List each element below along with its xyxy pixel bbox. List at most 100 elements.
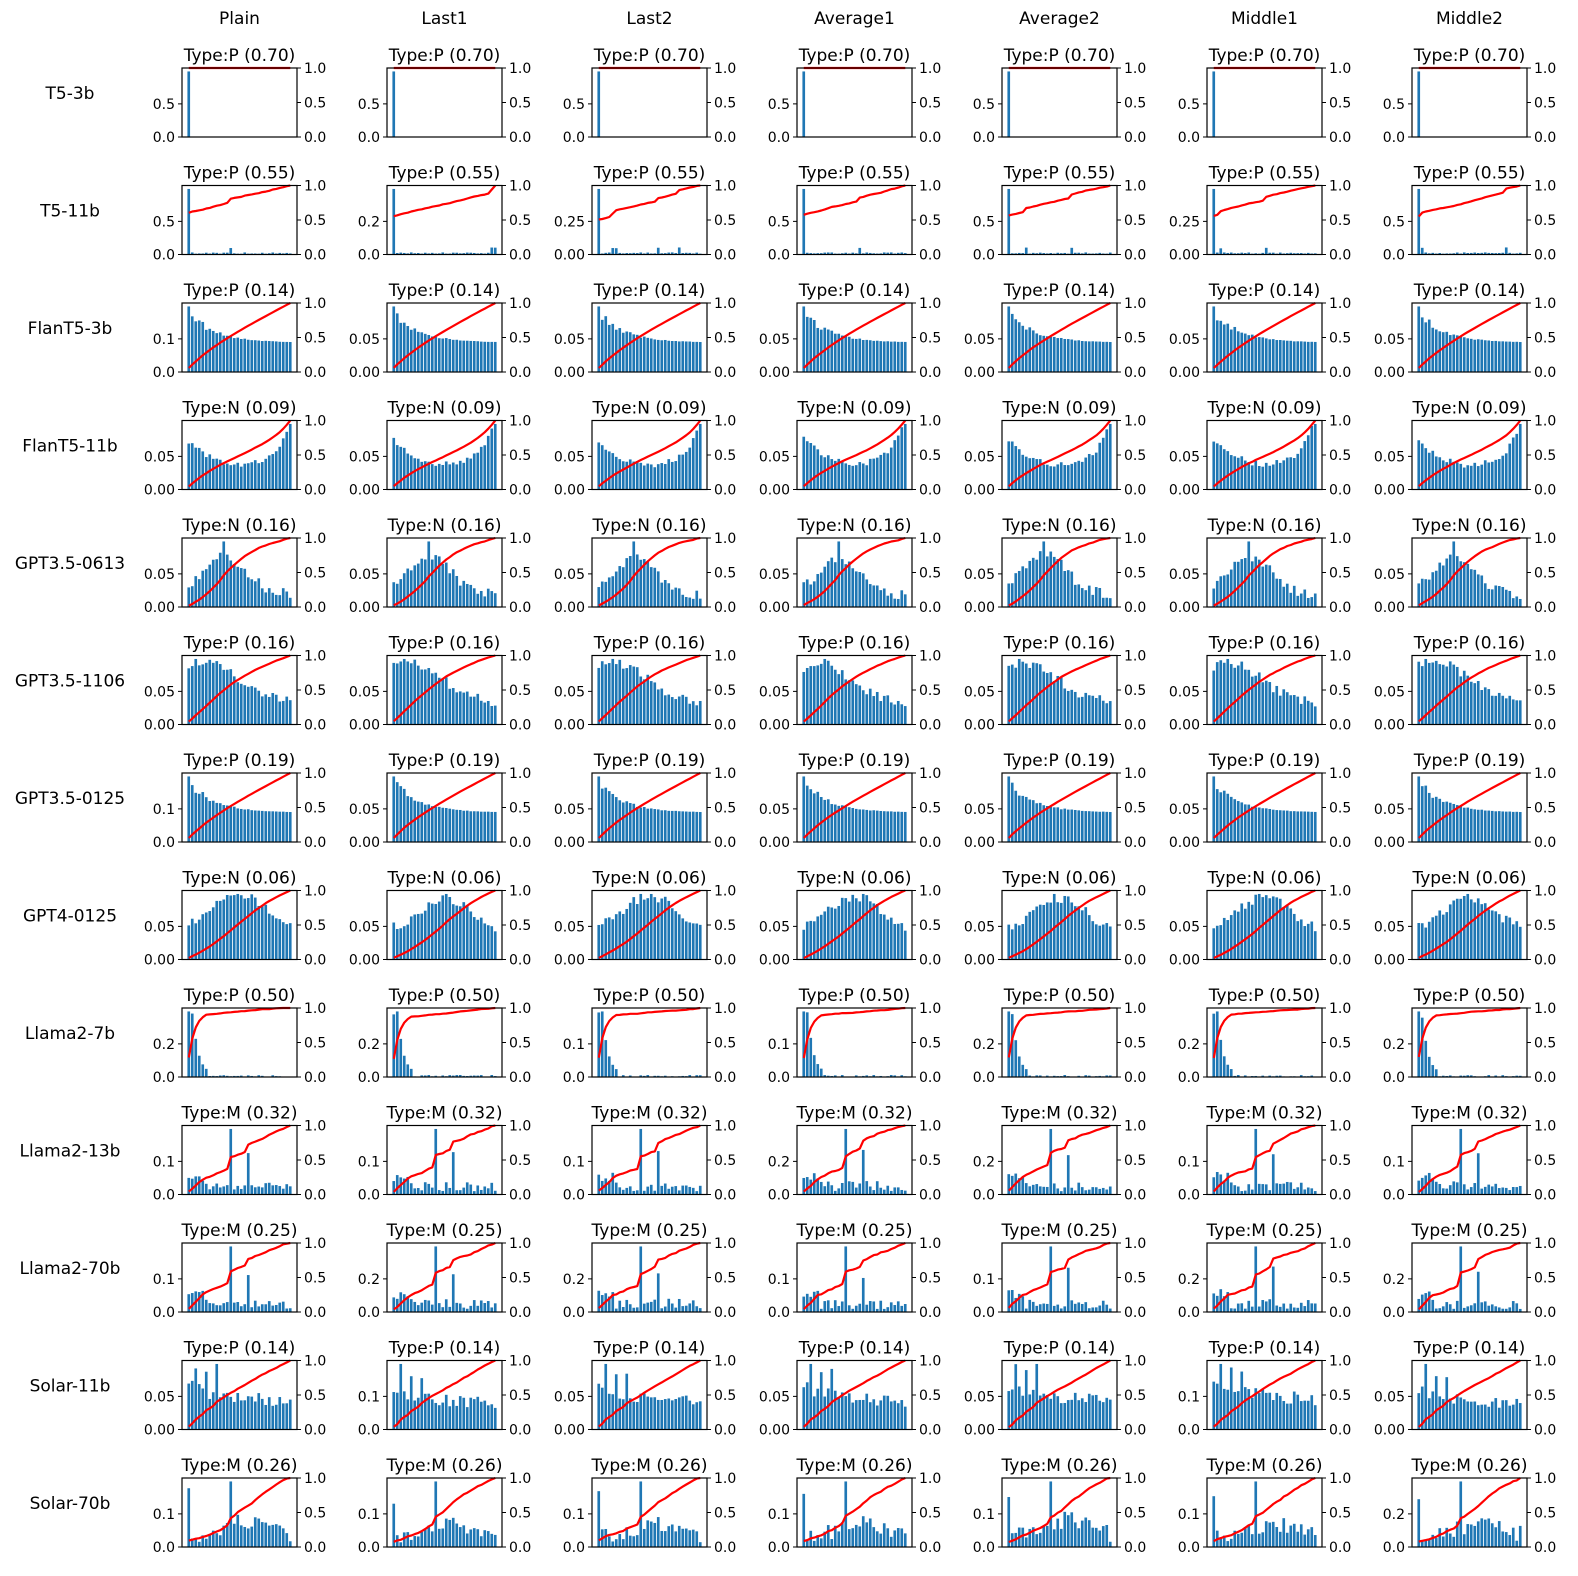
histogram-bar [837, 1397, 841, 1430]
histogram-bar [1073, 252, 1077, 255]
left-tick-label: 0.05 [554, 802, 585, 818]
histogram-bar [1254, 1388, 1258, 1430]
histogram-bar [872, 1075, 876, 1077]
histogram-bar [1462, 1399, 1466, 1430]
histogram-bar [882, 1395, 886, 1430]
panel-title: Type:P (0.55) [1208, 164, 1321, 184]
histogram-bar [187, 1383, 191, 1430]
histogram-bar [260, 462, 264, 490]
histogram-bar [1229, 1182, 1233, 1195]
histogram-bar [1278, 339, 1282, 372]
histogram-bar [688, 1186, 692, 1195]
right-tick-label: 1.0 [1534, 766, 1556, 782]
histogram-bar [208, 1189, 212, 1195]
histogram-bar [430, 252, 434, 255]
histogram-bar [886, 341, 890, 372]
histogram-bar [448, 1075, 452, 1077]
histogram-bar [1042, 1186, 1046, 1195]
histogram-bar [190, 918, 194, 960]
histogram-bar [1108, 1308, 1112, 1312]
histogram-bar [222, 805, 226, 842]
histogram-bar [472, 1075, 476, 1077]
histogram-bar [819, 663, 823, 725]
cumulative-line [1418, 1124, 1521, 1193]
left-tick-label: 0.05 [964, 1389, 995, 1405]
histogram-bar [1031, 457, 1035, 490]
histogram-bar [190, 1013, 194, 1077]
histogram-bar [1233, 667, 1237, 725]
histogram-bar [695, 430, 699, 490]
histogram-bar [288, 1186, 292, 1195]
histogram-bar [1052, 680, 1056, 725]
histogram-bar [1087, 695, 1091, 725]
histogram-bar [413, 458, 417, 490]
histogram-bar [1278, 1395, 1282, 1430]
histogram-bar [1052, 1529, 1056, 1547]
panel-llama2-70b-plain: Type:M (0.25)0.00.10.00.51.0 [153, 1221, 327, 1321]
histogram-bar [1056, 807, 1060, 842]
cumulative-line [188, 302, 291, 369]
histogram-bar [802, 436, 806, 490]
histogram-bar [1487, 1075, 1491, 1077]
histogram-bar [1091, 1395, 1095, 1430]
histogram-bar [278, 252, 282, 255]
panel-flant5-11b-last1: Type:N (0.09)0.000.050.00.51.0 [349, 399, 531, 499]
histogram-bar [903, 253, 907, 255]
histogram-bar [1233, 1391, 1237, 1430]
left-tick-label: 0.2 [768, 1154, 790, 1170]
histogram-bar [1250, 1397, 1254, 1430]
histogram-bar [1483, 1519, 1487, 1547]
histogram-bar [285, 1403, 289, 1430]
histogram-bar [844, 252, 848, 255]
histogram-bar [1222, 790, 1226, 842]
histogram-bar [1466, 1524, 1470, 1547]
histogram-bar [239, 683, 243, 725]
histogram-bar [1038, 1186, 1042, 1195]
histogram-bar [1310, 425, 1314, 490]
left-tick-label: 0.0 [768, 248, 790, 264]
histogram-bar [1424, 1363, 1428, 1430]
histogram-bar [1487, 1518, 1491, 1547]
histogram-bar [1431, 1534, 1435, 1547]
histogram-bar [618, 659, 622, 725]
histogram-bar [281, 922, 285, 960]
histogram-bar [1508, 1190, 1512, 1195]
histogram-bar [826, 252, 830, 255]
panel-title: Type:N (0.09) [1206, 399, 1321, 419]
histogram-bar [229, 336, 233, 372]
histogram-bar [1504, 1187, 1508, 1195]
histogram-bar [681, 1306, 685, 1312]
histogram-bar [229, 1128, 233, 1195]
histogram-bar [691, 1300, 695, 1312]
histogram-bar [243, 685, 247, 725]
histogram-bar [833, 460, 837, 490]
histogram-bar [1497, 586, 1501, 607]
histogram-bar [458, 691, 462, 725]
histogram-bar [420, 669, 424, 725]
right-tick-label: 1.0 [919, 884, 941, 900]
histogram-bar [1010, 441, 1014, 490]
histogram-bar [691, 598, 695, 607]
histogram-bar [1215, 1172, 1219, 1195]
histogram-bar [455, 1190, 459, 1195]
histogram-bar [1515, 1398, 1519, 1430]
histogram-bar [805, 785, 809, 842]
histogram-bar [274, 1185, 278, 1195]
histogram-bar [1254, 894, 1258, 960]
right-tick-label: 0.5 [1329, 683, 1351, 699]
histogram-bar [395, 313, 399, 372]
cumulative-line [803, 889, 906, 960]
histogram-bar [879, 341, 883, 372]
panel-title: Type:M (0.25) [796, 1221, 913, 1241]
histogram-bar [406, 326, 410, 372]
histogram-bar [1247, 1300, 1251, 1312]
histogram-bar [674, 810, 678, 842]
histogram-bar [236, 893, 240, 960]
histogram-bar [1087, 915, 1091, 960]
right-tick-label: 0.5 [304, 683, 326, 699]
left-tick-label: 0.1 [563, 1507, 585, 1523]
histogram-bar [670, 252, 674, 255]
right-tick-label: 0.5 [509, 1271, 531, 1287]
histogram-bar [802, 1011, 806, 1077]
histogram-bar [886, 919, 890, 960]
